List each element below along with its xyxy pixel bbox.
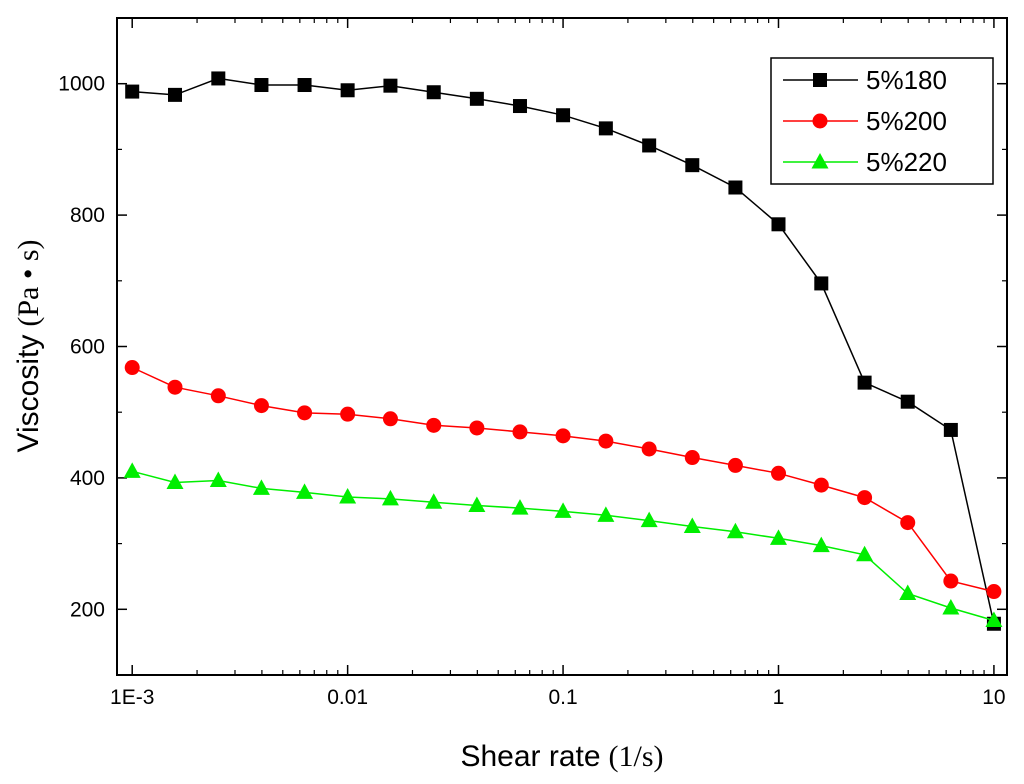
x-axis-title: Shear rate (1/s) (460, 740, 663, 773)
data-point-5%180-12 (642, 138, 657, 153)
x-axis-unit: (1/s) (609, 740, 664, 773)
data-point-5%200-10 (555, 428, 571, 444)
data-point-5%220-3 (252, 479, 270, 495)
data-point-5%180-2 (211, 71, 226, 86)
x-axis: 1E-3 0.01 0.1 1 10 (110, 18, 1006, 709)
data-point-5%220-16 (812, 536, 830, 553)
data-point-5%220-14 (726, 522, 744, 539)
x-tick-label-0.1: 0.1 (548, 686, 577, 709)
y-tick-label-1000: 1000 (58, 73, 105, 96)
x-tick-label-1E-3: 1E-3 (110, 686, 154, 709)
data-point-5%220-13 (683, 517, 701, 534)
data-point-5%180-9 (512, 99, 527, 114)
y-tick-label-400: 400 (70, 467, 105, 490)
data-point-5%180-11 (598, 121, 613, 136)
data-point-5%200-13 (684, 450, 700, 466)
data-point-5%180-3 (254, 78, 269, 93)
data-point-5%200-11 (598, 433, 614, 449)
data-point-5%180-10 (556, 108, 571, 123)
legend: 5%180 5%200 5%220 (770, 57, 994, 185)
data-point-5%220-20 (985, 611, 1003, 627)
data-point-5%180-19 (943, 422, 958, 437)
data-point-5%220-19 (942, 598, 960, 615)
x-tick-label-1: 1 (773, 686, 785, 709)
data-point-5%200-16 (813, 477, 829, 493)
data-point-5%200-14 (727, 457, 743, 473)
legend-label-5%180: 5%180 (866, 65, 947, 95)
data-point-5%220-12 (640, 511, 658, 528)
y-axis-title-text: Viscosity (12, 335, 45, 453)
series-layer (123, 71, 1003, 631)
data-point-5%220-0 (123, 462, 141, 478)
data-point-5%220-15 (769, 529, 787, 545)
data-point-5%200-9 (512, 424, 528, 440)
y-tick-label-200: 200 (70, 598, 105, 621)
data-point-5%180-0 (125, 84, 140, 99)
data-point-5%180-8 (469, 91, 484, 106)
data-point-5%200-7 (426, 417, 442, 433)
legend-label-5%220: 5%220 (866, 147, 947, 177)
legend-label-5%200: 5%200 (866, 106, 947, 136)
data-point-5%200-18 (900, 515, 916, 531)
data-point-5%200-8 (469, 420, 485, 436)
data-point-5%180-18 (900, 394, 915, 409)
data-point-5%220-7 (425, 493, 443, 509)
y-axis: 200 400 600 800 1000 (58, 17, 1007, 676)
x-tick-label-0.01: 0.01 (327, 686, 368, 709)
legend-marker-5%180 (813, 73, 827, 87)
x-tick-label-10: 10 (982, 686, 1005, 709)
y-axis-unit: (Pa • s) (12, 240, 45, 327)
data-point-5%220-9 (511, 499, 529, 515)
data-point-5%200-0 (124, 360, 140, 376)
data-point-5%200-20 (986, 584, 1002, 600)
data-point-5%220-18 (899, 584, 917, 601)
data-point-5%200-19 (943, 573, 959, 589)
data-point-5%220-11 (597, 506, 615, 522)
data-point-5%180-5 (340, 83, 355, 98)
data-point-5%200-3 (253, 398, 269, 414)
data-point-5%200-15 (770, 465, 786, 481)
data-point-5%220-1 (166, 473, 184, 489)
data-point-5%180-7 (426, 85, 441, 100)
legend-marker-5%200 (812, 113, 828, 129)
data-point-5%220-17 (856, 545, 874, 562)
series-5%220 (123, 462, 1003, 627)
data-point-5%180-4 (297, 78, 312, 93)
data-point-5%200-1 (167, 379, 183, 395)
data-point-5%180-16 (814, 276, 829, 291)
data-point-5%200-12 (641, 441, 657, 457)
data-point-5%200-6 (382, 411, 398, 427)
data-point-5%200-2 (210, 388, 226, 404)
data-point-5%180-14 (728, 180, 743, 195)
y-axis-title: Viscosity (Pa • s) (12, 240, 45, 453)
data-point-5%220-8 (468, 496, 486, 512)
data-point-5%220-5 (339, 487, 357, 504)
series-5%200 (124, 360, 1002, 600)
data-point-5%180-17 (857, 375, 872, 390)
data-point-5%220-4 (296, 483, 314, 499)
data-point-5%180-15 (771, 217, 786, 232)
data-point-5%200-17 (857, 490, 873, 506)
series-5%180 (125, 71, 1001, 631)
data-point-5%180-1 (168, 87, 183, 102)
data-point-5%220-10 (554, 502, 572, 518)
data-point-5%200-5 (340, 406, 356, 422)
data-point-5%200-4 (297, 405, 313, 421)
x-axis-title-text: Shear rate (460, 740, 600, 773)
data-point-5%220-2 (209, 471, 227, 488)
legend-marker-5%220 (811, 153, 829, 169)
data-point-5%180-13 (685, 158, 700, 173)
data-point-5%220-6 (381, 489, 399, 506)
y-tick-label-600: 600 (70, 336, 105, 359)
y-tick-label-800: 800 (70, 204, 105, 227)
data-point-5%180-6 (383, 78, 398, 93)
